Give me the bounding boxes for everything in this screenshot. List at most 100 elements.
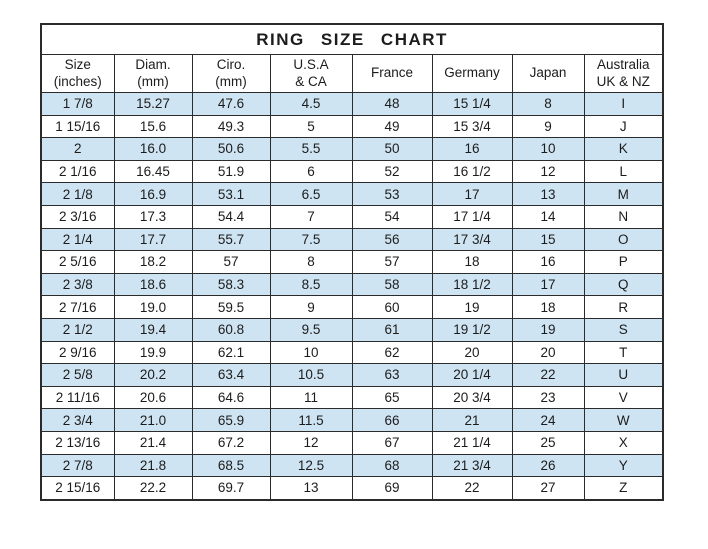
table-row: 2 3/4 21.0 65.9 11.5 66 21 24 W — [40, 408, 664, 432]
table-cell: 11 — [269, 385, 353, 410]
table-row: 2 5/16 18.2 57 8 57 18 16 P — [40, 250, 664, 274]
table-cell: X — [583, 430, 664, 455]
table-cell: 2 7/8 — [40, 453, 115, 478]
table-cell: J — [583, 114, 664, 139]
table-cell: 19 1/2 — [431, 317, 513, 342]
table-cell: 9 — [269, 295, 353, 319]
table-cell: 2 3/16 — [40, 204, 115, 229]
table-cell: 21.4 — [113, 430, 193, 455]
table-body: 1 7/8 15.27 47.6 4.5 48 15 1/4 8 I 1 15/16 15.6 49… — [40, 92, 664, 501]
chart-title: RING SIZE CHART — [40, 23, 664, 55]
table-cell: 17 — [511, 272, 585, 297]
table-row: 1 15/16 15.6 49.3 5 49 15 3/4 9 J — [40, 114, 664, 139]
table-cell: 56 — [351, 227, 433, 252]
table-cell: S — [583, 317, 664, 342]
table-cell: 67 — [351, 430, 433, 455]
column-header-germany: Germany — [431, 54, 513, 93]
column-header-line: & CA — [295, 73, 327, 89]
table-cell: 60 — [351, 295, 433, 319]
table-cell: 6 — [269, 159, 353, 184]
column-header-line: Diam. — [135, 57, 171, 73]
table-cell: 16.9 — [113, 182, 193, 206]
table-cell: 23 — [511, 385, 585, 410]
table-cell: M — [583, 182, 664, 206]
table-cell: 9.5 — [269, 317, 353, 342]
table-cell: 8.5 — [269, 272, 353, 297]
table-cell: 19.4 — [113, 317, 193, 342]
table-cell: 10.5 — [269, 363, 353, 387]
table-cell: 16 — [431, 137, 513, 161]
table-cell: 16.45 — [113, 159, 193, 184]
table-cell: 5.5 — [269, 137, 353, 161]
table-cell: 54.4 — [191, 204, 271, 229]
table-cell: 15.27 — [113, 92, 193, 116]
table-row: 2 16.0 50.6 5.5 50 16 10 K — [40, 137, 664, 161]
table-cell: 18 — [511, 295, 585, 319]
table-cell: 60.8 — [191, 317, 271, 342]
table-cell: W — [583, 408, 664, 432]
column-header-line: U.S.A — [293, 57, 329, 73]
table-cell: 21 1/4 — [431, 430, 513, 455]
table-cell: 20.2 — [113, 363, 193, 387]
table-cell: 2 11/16 — [40, 385, 115, 410]
table-cell: 50 — [351, 137, 433, 161]
table-row: 1 7/8 15.27 47.6 4.5 48 15 1/4 8 I — [40, 92, 664, 116]
table-cell: Z — [583, 476, 664, 501]
table-row: 2 1/8 16.9 53.1 6.5 53 17 13 M — [40, 182, 664, 206]
table-cell: 8 — [511, 92, 585, 116]
column-header-row: Size (inches) Diam. (mm) Ciro. (mm) U.S.… — [40, 54, 664, 93]
table-cell: 12 — [511, 159, 585, 184]
table-cell: 69.7 — [191, 476, 271, 501]
column-header-diameter: Diam. (mm) — [113, 54, 193, 93]
table-cell: 68 — [351, 453, 433, 478]
table-cell: 48 — [351, 92, 433, 116]
table-cell: 65 — [351, 385, 433, 410]
column-header-circumference: Ciro. (mm) — [191, 54, 271, 93]
column-header-line: Germany — [444, 65, 500, 81]
table-cell: 2 15/16 — [40, 476, 115, 501]
table-cell: 2 5/8 — [40, 363, 115, 387]
table-cell: 15 — [511, 227, 585, 252]
table-cell: Q — [583, 272, 664, 297]
column-header-line: Japan — [529, 65, 567, 81]
table-cell: 21.0 — [113, 408, 193, 432]
table-cell: 13 — [511, 182, 585, 206]
column-header-size: Size (inches) — [40, 54, 115, 93]
table-cell: 20 — [511, 340, 585, 365]
table-cell: 62.1 — [191, 340, 271, 365]
table-cell: 61 — [351, 317, 433, 342]
table-cell: 22 — [431, 476, 513, 501]
table-cell: P — [583, 250, 664, 274]
table-cell: 19.9 — [113, 340, 193, 365]
column-header-line: Australia — [597, 57, 650, 73]
table-cell: 15.6 — [113, 114, 193, 139]
table-cell: 47.6 — [191, 92, 271, 116]
table-cell: 16 1/2 — [431, 159, 513, 184]
column-header-line: (inches) — [53, 73, 102, 89]
table-cell: 49 — [351, 114, 433, 139]
table-row: 2 5/8 20.2 63.4 10.5 63 20 1/4 22 U — [40, 363, 664, 387]
table-cell: 57 — [191, 250, 271, 274]
table-cell: 21 3/4 — [431, 453, 513, 478]
table-cell: 64.6 — [191, 385, 271, 410]
table-row: 2 1/16 16.45 51.9 6 52 16 1/2 12 L — [40, 159, 664, 184]
table-cell: 22 — [511, 363, 585, 387]
table-cell: 15 3/4 — [431, 114, 513, 139]
table-cell: 1 7/8 — [40, 92, 115, 116]
table-head: RING SIZE CHART Size (inches) Diam. (mm)… — [40, 23, 664, 93]
column-header-line: Ciro. — [216, 57, 246, 73]
table-cell: 12 — [269, 430, 353, 455]
table-cell: 6.5 — [269, 182, 353, 206]
table-cell: 58.3 — [191, 272, 271, 297]
table-cell: K — [583, 137, 664, 161]
table-cell: 59.5 — [191, 295, 271, 319]
column-header-australia-uk-nz: Australia UK & NZ — [583, 54, 664, 93]
table-cell: 16.0 — [113, 137, 193, 161]
table-cell: U — [583, 363, 664, 387]
table-cell: 17 — [431, 182, 513, 206]
ring-size-chart-table: RING SIZE CHART Size (inches) Diam. (mm)… — [40, 23, 665, 501]
table-cell: 2 5/16 — [40, 250, 115, 274]
table-row: 2 3/16 17.3 54.4 7 54 17 1/4 14 N — [40, 204, 664, 229]
table-cell: T — [583, 340, 664, 365]
table-cell: 15 1/4 — [431, 92, 513, 116]
